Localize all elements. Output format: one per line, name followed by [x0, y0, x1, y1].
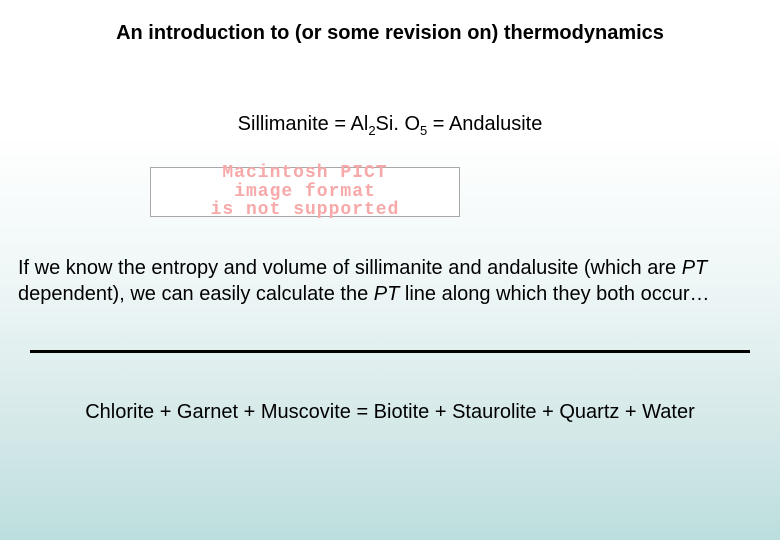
para-italic-2: PT [374, 283, 400, 305]
chem-si-o: Si. O [376, 113, 420, 135]
mineral-2: Andalusite [449, 113, 542, 135]
para-italic-1: PT [682, 257, 708, 279]
slide-title: An introduction to (or some revision on)… [0, 22, 780, 45]
para-text-2: dependent), we can easily calculate the [18, 283, 374, 305]
pict-error-box: Macintosh PICT image format is not suppo… [150, 167, 460, 217]
para-text-1: If we know the entropy and volume of sil… [18, 257, 682, 279]
mineral-1: Sillimanite [238, 113, 329, 135]
horizontal-divider [30, 350, 750, 353]
chemical-formula: Sillimanite = Al2Si. O5 = Andalusite [0, 113, 780, 136]
pict-error-line-2: image format [234, 183, 376, 202]
slide-container: An introduction to (or some revision on)… [0, 0, 780, 540]
body-paragraph: If we know the entropy and volume of sil… [18, 255, 755, 307]
equals-2: = [427, 113, 449, 135]
chem-al: Al [351, 113, 369, 135]
pict-error-line-1: Macintosh PICT [222, 164, 387, 183]
pict-error-line-3: is not supported [211, 201, 400, 220]
equals-1: = [329, 113, 351, 135]
chem-sub-1: 2 [368, 123, 375, 138]
para-text-3: line along which they both occur… [399, 283, 709, 305]
reaction-equation: Chlorite + Garnet + Muscovite = Biotite … [0, 401, 780, 424]
